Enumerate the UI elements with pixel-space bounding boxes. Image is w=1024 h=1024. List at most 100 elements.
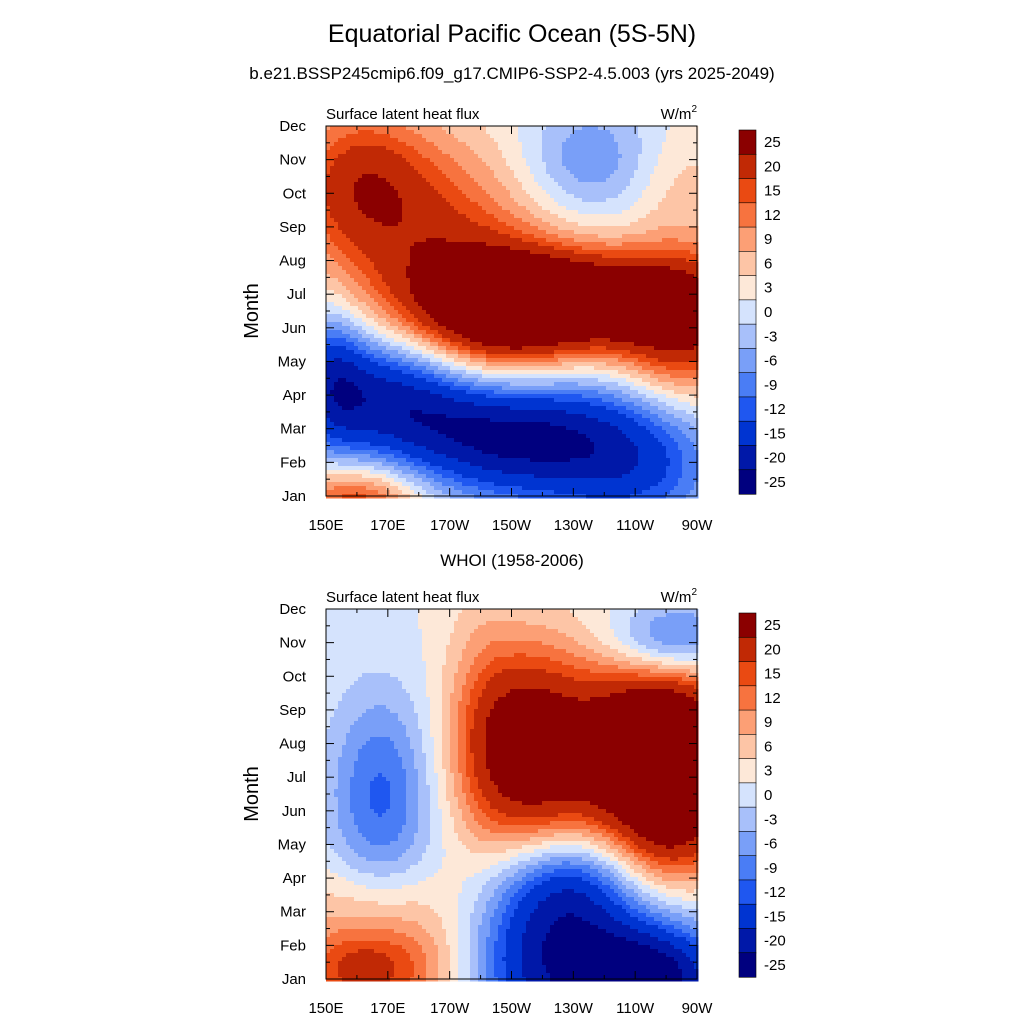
heatmap-cell	[434, 178, 439, 183]
heatmap-cell	[550, 282, 555, 287]
heatmap-cell	[534, 170, 539, 175]
heatmap-cell	[670, 234, 675, 239]
heatmap-cell	[554, 246, 559, 251]
heatmap-cell	[398, 318, 403, 323]
heatmap-cell	[422, 222, 427, 227]
heatmap-cell	[326, 134, 331, 139]
heatmap-cell	[626, 178, 631, 183]
heatmap-cell	[522, 190, 527, 195]
heatmap-cell	[670, 322, 675, 327]
heatmap-cell	[514, 174, 519, 179]
heatmap-cell	[326, 330, 331, 335]
heatmap-cell	[382, 194, 387, 199]
heatmap-cell	[686, 190, 691, 195]
heatmap-cell	[558, 322, 563, 327]
heatmap-cell	[398, 306, 403, 311]
heatmap-cell	[670, 214, 675, 219]
heatmap-cell	[378, 126, 383, 131]
heatmap-cell	[502, 214, 507, 219]
heatmap-cell	[478, 274, 483, 279]
heatmap-cell	[674, 150, 679, 155]
heatmap-cell	[438, 154, 443, 159]
heatmap-cell	[662, 254, 667, 259]
heatmap-cell	[550, 198, 555, 203]
heatmap-cell	[402, 250, 407, 255]
heatmap-cell	[694, 190, 699, 195]
heatmap-cell	[350, 314, 355, 319]
heatmap-cell	[494, 326, 499, 331]
heatmap-cell	[510, 278, 515, 283]
heatmap-cell	[650, 174, 655, 179]
heatmap-cell	[574, 214, 579, 219]
heatmap-cell	[350, 166, 355, 171]
heatmap-cell	[366, 278, 371, 283]
heatmap-cell	[378, 310, 383, 315]
heatmap-cell	[354, 334, 359, 339]
heatmap-cell	[530, 302, 535, 307]
heatmap-cell	[434, 146, 439, 151]
heatmap-cell	[506, 202, 511, 207]
heatmap-cell	[538, 314, 543, 319]
heatmap-cell	[446, 174, 451, 179]
heatmap-cell	[454, 126, 459, 131]
heatmap-cell	[634, 330, 639, 335]
heatmap-cell	[586, 246, 591, 251]
heatmap-cell	[630, 134, 635, 139]
heatmap-cell	[358, 290, 363, 295]
heatmap-cell	[442, 322, 447, 327]
heatmap-cell	[406, 262, 411, 267]
heatmap-cell	[654, 230, 659, 235]
heatmap-cell	[654, 234, 659, 239]
heatmap-cell	[418, 254, 423, 259]
heatmap-cell	[466, 186, 471, 191]
heatmap-cell	[614, 318, 619, 323]
heatmap-cell	[454, 310, 459, 315]
heatmap-cell	[550, 330, 555, 335]
heatmap-cell	[562, 234, 567, 239]
heatmap-cell	[550, 190, 555, 195]
heatmap-cell	[562, 166, 567, 171]
heatmap-cell	[694, 194, 699, 199]
heatmap-cell	[690, 130, 695, 135]
heatmap-cell	[430, 238, 435, 243]
heatmap-cell	[562, 186, 567, 191]
heatmap-cell	[326, 238, 331, 243]
heatmap-cell	[498, 142, 503, 147]
heatmap-cell	[442, 206, 447, 211]
heatmap-cell	[466, 262, 471, 267]
heatmap-cell	[630, 330, 635, 335]
heatmap-cell	[578, 214, 583, 219]
heatmap-cell	[362, 194, 367, 199]
heatmap-cell	[410, 206, 415, 211]
heatmap-cell	[334, 242, 339, 247]
heatmap-cell	[662, 278, 667, 283]
heatmap-cell	[490, 314, 495, 319]
heatmap-cell	[458, 166, 463, 171]
heatmap-cell	[682, 242, 687, 247]
heatmap-cell	[442, 294, 447, 299]
heatmap-cell	[674, 222, 679, 227]
heatmap-cell	[454, 130, 459, 135]
heatmap-cell	[658, 242, 663, 247]
heatmap-cell	[502, 262, 507, 267]
heatmap-cell	[554, 146, 559, 151]
heatmap-cell	[338, 194, 343, 199]
heatmap-cell	[442, 254, 447, 259]
heatmap-cell	[418, 262, 423, 267]
heatmap-cell	[510, 230, 515, 235]
heatmap-cell	[358, 262, 363, 267]
heatmap-cell	[438, 130, 443, 135]
heatmap-cell	[658, 214, 663, 219]
heatmap-cell	[574, 286, 579, 291]
heatmap-cell	[526, 182, 531, 187]
heatmap-cell	[662, 238, 667, 243]
heatmap-cell	[658, 162, 663, 167]
heatmap-cell	[498, 222, 503, 227]
heatmap-cell	[690, 238, 695, 243]
heatmap-cell	[610, 262, 615, 267]
heatmap-cell	[378, 226, 383, 231]
heatmap-cell	[458, 218, 463, 223]
heatmap-cell	[522, 302, 527, 307]
heatmap-cell	[414, 210, 419, 215]
heatmap-cell	[378, 286, 383, 291]
